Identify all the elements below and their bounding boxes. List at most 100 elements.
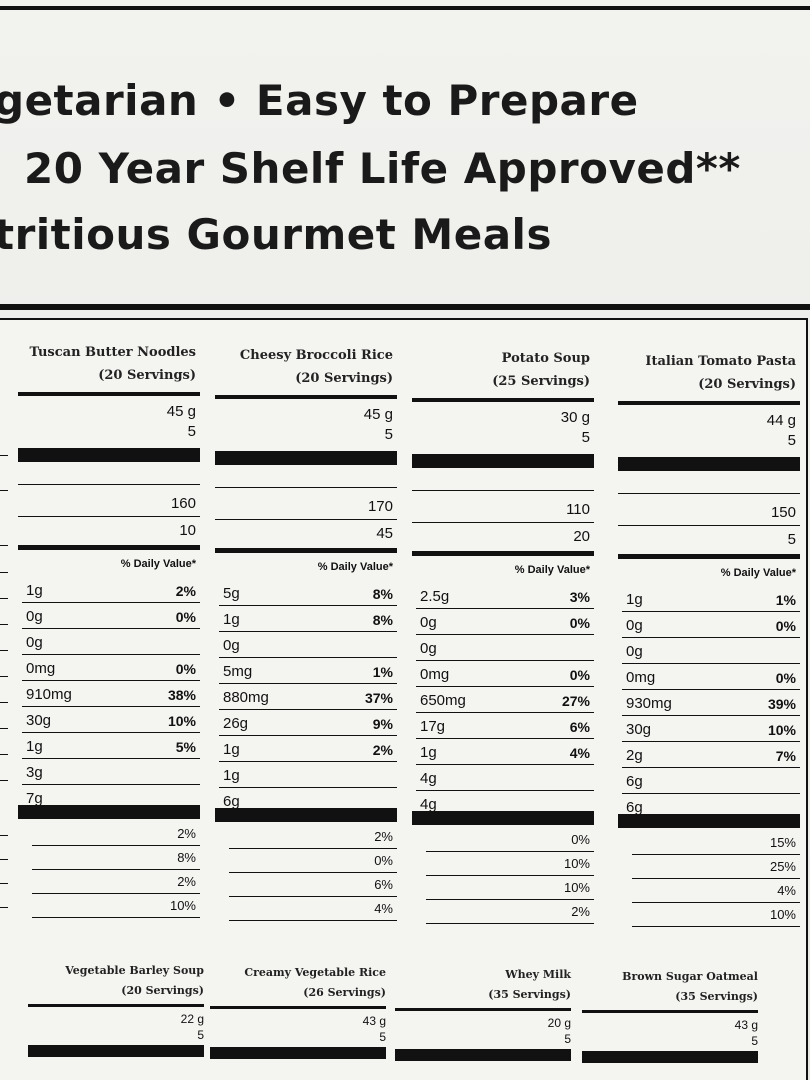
serving-size: 20 g bbox=[547, 1016, 571, 1030]
rule bbox=[0, 624, 8, 625]
rule bbox=[0, 835, 8, 836]
rule bbox=[426, 899, 594, 900]
header-line: tritious Gourmet Meals bbox=[0, 210, 552, 259]
amount: 1g bbox=[26, 582, 43, 599]
rule bbox=[22, 784, 200, 785]
amount: 26g bbox=[223, 715, 249, 732]
rule bbox=[416, 790, 594, 791]
amount: 1g bbox=[223, 741, 240, 758]
daily-value: 0% bbox=[569, 667, 590, 683]
rule bbox=[219, 657, 397, 658]
fat-calories: 20 bbox=[573, 528, 590, 545]
servings-count: 5 bbox=[187, 423, 196, 440]
rule bbox=[22, 654, 200, 655]
rule bbox=[632, 878, 800, 879]
panel bbox=[0, 318, 808, 1080]
dv-header: % Daily Value* bbox=[317, 561, 393, 573]
vitamin: 0% bbox=[571, 832, 590, 847]
rule bbox=[0, 883, 8, 884]
rule bbox=[622, 715, 800, 716]
daily-value: 1% bbox=[372, 664, 393, 680]
rule bbox=[412, 490, 594, 491]
rule bbox=[0, 676, 8, 677]
top-rule bbox=[0, 6, 810, 10]
servings: (20 Servings) bbox=[295, 371, 393, 386]
rule bbox=[215, 808, 397, 822]
fat-calories: 45 bbox=[376, 525, 393, 542]
rule bbox=[22, 602, 200, 603]
rule bbox=[618, 525, 800, 526]
rule bbox=[18, 448, 200, 462]
rule bbox=[412, 454, 594, 468]
amount: 6g bbox=[626, 799, 643, 816]
rule bbox=[622, 663, 800, 664]
serving-size: 30 g bbox=[560, 409, 590, 426]
vitamin: 2% bbox=[177, 826, 196, 841]
rule bbox=[32, 917, 200, 918]
rule bbox=[32, 893, 200, 894]
amount: 1g bbox=[626, 591, 643, 608]
servings: (20 Servings) bbox=[121, 984, 204, 997]
rule bbox=[229, 872, 397, 873]
amount: 30g bbox=[26, 712, 52, 729]
daily-value: 0% bbox=[775, 618, 796, 634]
daily-value: 39% bbox=[767, 696, 796, 712]
rule bbox=[632, 854, 800, 855]
rule bbox=[215, 451, 397, 465]
rule bbox=[229, 848, 397, 849]
header-line: 20 Year Shelf Life Approved** bbox=[24, 144, 741, 193]
rule bbox=[229, 920, 397, 921]
rule bbox=[0, 728, 8, 729]
daily-value: 2% bbox=[175, 583, 196, 599]
rule bbox=[219, 605, 397, 606]
rule bbox=[618, 814, 800, 828]
rule bbox=[416, 712, 594, 713]
amount: 3g bbox=[26, 764, 43, 781]
amount: 7g bbox=[26, 790, 43, 807]
rule bbox=[0, 907, 8, 908]
rule bbox=[0, 572, 8, 573]
amount: 0mg bbox=[26, 660, 56, 677]
rule bbox=[426, 923, 594, 924]
serving-size: 45 g bbox=[363, 406, 393, 423]
daily-value: 38% bbox=[167, 687, 196, 703]
rule bbox=[18, 484, 200, 485]
daily-value: 5% bbox=[175, 739, 196, 755]
amount: 0g bbox=[26, 634, 43, 651]
daily-value: 10% bbox=[167, 713, 196, 729]
rule bbox=[622, 793, 800, 794]
daily-value: 0% bbox=[175, 609, 196, 625]
vitamin: 2% bbox=[177, 874, 196, 889]
daily-value: 0% bbox=[175, 661, 196, 677]
amount: 0mg bbox=[626, 669, 656, 686]
amount: 6g bbox=[626, 773, 643, 790]
meal-name: Brown Sugar Oatmeal bbox=[622, 970, 758, 983]
rule bbox=[0, 455, 8, 456]
rule bbox=[632, 926, 800, 927]
amount: 1g bbox=[223, 767, 240, 784]
rule bbox=[22, 732, 200, 733]
dv-header: % Daily Value* bbox=[514, 564, 590, 576]
servings-count: 5 bbox=[787, 432, 796, 449]
amount: 910mg bbox=[26, 686, 72, 703]
meal-name: Creamy Vegetable Rice bbox=[244, 966, 386, 979]
servings-count: 5 bbox=[384, 426, 393, 443]
daily-value: 1% bbox=[775, 592, 796, 608]
rule bbox=[0, 650, 8, 651]
vitamin: 8% bbox=[177, 850, 196, 865]
servings: (35 Servings) bbox=[488, 988, 571, 1001]
daily-value: 8% bbox=[372, 586, 393, 602]
amount: 650mg bbox=[420, 692, 466, 709]
meal-name: Potato Soup bbox=[501, 351, 590, 366]
vitamin: 2% bbox=[374, 829, 393, 844]
rule bbox=[229, 896, 397, 897]
vitamin: 10% bbox=[169, 898, 196, 913]
amount: 0mg bbox=[420, 666, 450, 683]
rule bbox=[22, 628, 200, 629]
rule bbox=[618, 493, 800, 494]
daily-value: 9% bbox=[372, 716, 393, 732]
rule bbox=[416, 686, 594, 687]
rule bbox=[18, 392, 200, 396]
amount: 880mg bbox=[223, 689, 269, 706]
